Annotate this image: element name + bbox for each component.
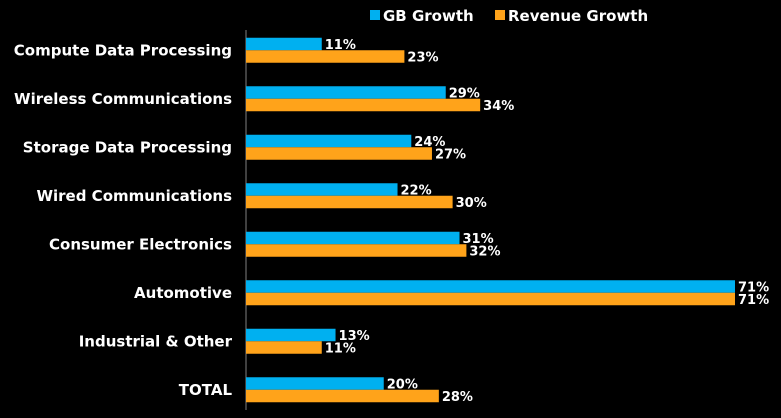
bar-gb-growth-industrial-and-other: [246, 328, 336, 342]
legend-swatch-gb-growth: [370, 10, 380, 20]
legend: GB Growth Revenue Growth: [370, 7, 648, 25]
bar-gb-growth-wired-communications: [246, 183, 398, 196]
category-label-wired-communications: Wired Communications: [36, 187, 232, 205]
bar-revenue-growth-automotive: [246, 292, 735, 306]
value-label-gb-growth-wired-communications: 22%: [401, 183, 432, 198]
value-label-revenue-growth-wired-communications: 30%: [456, 196, 487, 211]
category-label-automotive: Automotive: [134, 284, 232, 302]
legend-label-gb-growth: GB Growth: [383, 7, 474, 25]
value-labels: 11%23%29%34%24%27%22%30%31%32%71%71%13%1…: [325, 38, 769, 405]
value-label-revenue-growth-industrial-and-other: 11%: [325, 341, 356, 356]
bars: [246, 37, 735, 403]
value-label-gb-growth-compute-data-processing: 11%: [325, 38, 356, 53]
bar-gb-growth-wireless-communications: [246, 86, 446, 99]
value-label-gb-growth-consumer-electronics: 31%: [463, 232, 494, 247]
category-label-wireless-communications: Wireless Communications: [14, 90, 232, 108]
value-label-gb-growth-wireless-communications: 29%: [449, 86, 480, 101]
legend-swatch-revenue-growth: [495, 10, 505, 20]
bar-gb-growth-compute-data-processing: [246, 37, 322, 51]
value-label-gb-growth-industrial-and-other: 13%: [339, 329, 370, 344]
value-label-revenue-growth-total: 28%: [442, 390, 473, 405]
bar-revenue-growth-industrial-and-other: [246, 341, 322, 354]
value-label-gb-growth-storage-data-processing: 24%: [414, 135, 445, 150]
bar-revenue-growth-storage-data-processing: [246, 147, 432, 160]
value-label-gb-growth-total: 20%: [387, 377, 418, 392]
bar-revenue-growth-compute-data-processing: [246, 50, 405, 63]
value-label-revenue-growth-automotive: 71%: [738, 293, 769, 308]
value-label-revenue-growth-compute-data-processing: 23%: [407, 50, 438, 65]
bar-revenue-growth-wired-communications: [246, 195, 453, 209]
bar-revenue-growth-total: [246, 389, 439, 403]
value-label-gb-growth-automotive: 71%: [738, 280, 769, 295]
value-label-revenue-growth-consumer-electronics: 32%: [469, 244, 500, 259]
bar-revenue-growth-wireless-communications: [246, 98, 481, 112]
legend-label-revenue-growth: Revenue Growth: [508, 7, 648, 25]
category-label-storage-data-processing: Storage Data Processing: [23, 138, 232, 156]
category-label-total: TOTAL: [179, 381, 233, 399]
category-labels: Compute Data Processing Wireless Communic…: [14, 41, 233, 399]
bar-gb-growth-total: [246, 377, 384, 390]
bar-gb-growth-storage-data-processing: [246, 134, 412, 148]
bar-gb-growth-consumer-electronics: [246, 231, 460, 245]
bar-revenue-growth-consumer-electronics: [246, 244, 467, 257]
value-label-revenue-growth-wireless-communications: 34%: [483, 99, 514, 114]
bar-gb-growth-automotive: [246, 280, 735, 293]
category-label-compute-data-processing: Compute Data Processing: [14, 41, 232, 59]
value-label-revenue-growth-storage-data-processing: 27%: [435, 147, 466, 162]
category-label-consumer-electronics: Consumer Electronics: [49, 235, 232, 253]
category-label-industrial-and-other: Industrial & Other: [79, 332, 233, 350]
